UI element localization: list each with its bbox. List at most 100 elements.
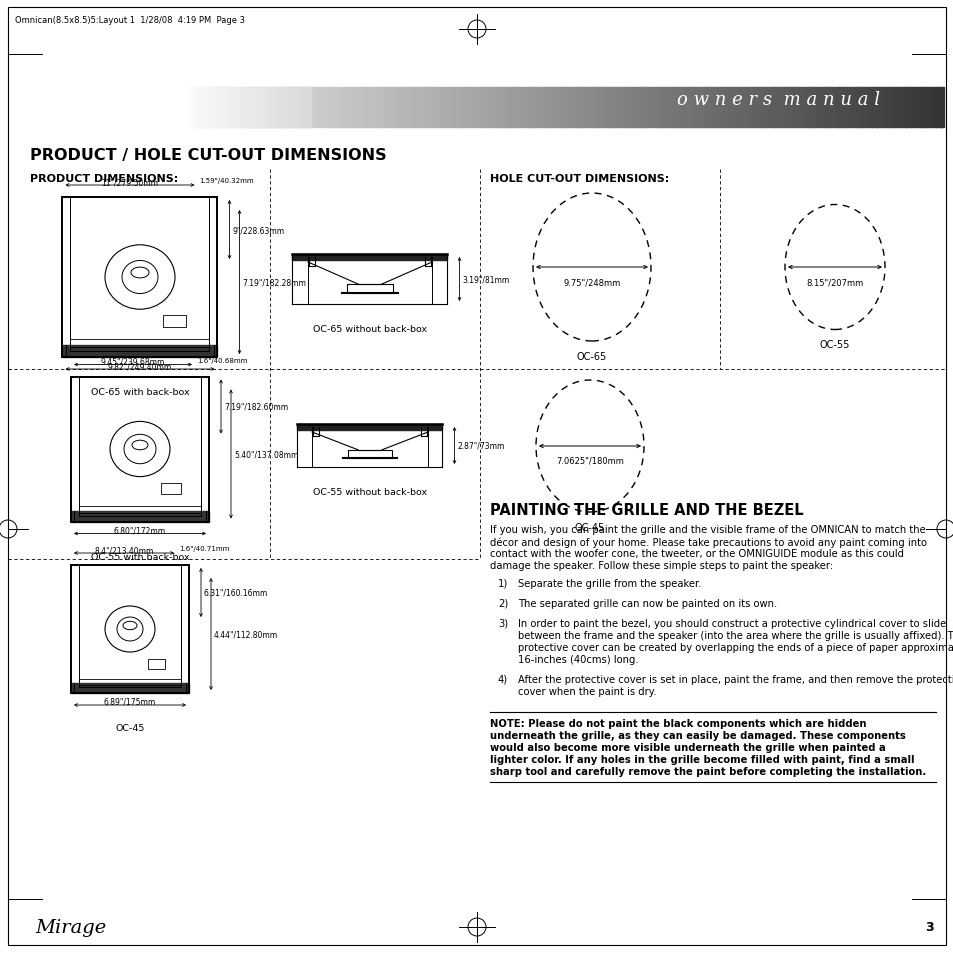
Text: The separated grille can now be painted on its own.: The separated grille can now be painted …	[517, 598, 777, 608]
Bar	[882, 88, 887, 128]
Bar	[299, 88, 303, 128]
Text: OC-45: OC-45	[575, 522, 604, 533]
Text: 11"/279.50mm: 11"/279.50mm	[101, 178, 158, 187]
Bar	[423, 88, 428, 128]
Bar	[533, 88, 537, 128]
Bar	[566, 88, 571, 128]
Bar	[404, 88, 409, 128]
Bar	[751, 88, 755, 128]
Bar	[928, 88, 932, 128]
Bar	[691, 88, 695, 128]
Text: 8.15"/207mm: 8.15"/207mm	[805, 277, 862, 287]
Bar	[857, 88, 861, 128]
Bar	[235, 88, 239, 128]
Bar	[197, 88, 202, 128]
Bar	[736, 88, 740, 128]
Text: 7.0625"/180mm: 7.0625"/180mm	[556, 456, 623, 465]
Bar	[875, 88, 880, 128]
Bar	[190, 88, 193, 128]
Bar	[244, 88, 248, 128]
Bar	[301, 88, 305, 128]
Bar	[740, 88, 744, 128]
Bar	[325, 88, 330, 128]
Bar	[363, 88, 367, 128]
Bar	[747, 88, 752, 128]
Bar	[495, 88, 499, 128]
Bar	[616, 88, 619, 128]
Bar	[834, 88, 838, 128]
Bar	[683, 88, 687, 128]
Bar	[348, 88, 353, 128]
Text: 3: 3	[924, 921, 933, 934]
Text: 1.59"/40.32mm: 1.59"/40.32mm	[199, 178, 253, 184]
Bar	[608, 88, 612, 128]
Bar	[229, 88, 233, 128]
Bar	[71, 198, 210, 352]
Bar	[940, 88, 943, 128]
Text: 9.82"/249.40mm: 9.82"/249.40mm	[108, 361, 172, 371]
Bar	[257, 88, 262, 128]
Bar	[303, 88, 307, 128]
Bar	[830, 88, 834, 128]
Bar	[271, 88, 274, 128]
Bar	[195, 88, 200, 128]
Bar	[304, 88, 308, 128]
Text: underneath the grille, as they can easily be damaged. These components: underneath the grille, as they can easil…	[490, 730, 904, 740]
Text: sharp tool and carefully remove the paint before completing the installation.: sharp tool and carefully remove the pain…	[490, 766, 925, 776]
Bar	[294, 88, 298, 128]
Bar	[250, 88, 254, 128]
Bar	[340, 88, 345, 128]
Bar	[932, 88, 936, 128]
Bar	[936, 88, 940, 128]
Bar	[292, 88, 295, 128]
Bar	[247, 88, 251, 128]
Bar	[160, 483, 181, 495]
Bar	[435, 88, 439, 128]
Bar	[479, 88, 484, 128]
Bar	[442, 88, 446, 128]
Bar	[288, 88, 292, 128]
Bar	[498, 88, 503, 128]
Bar	[461, 88, 465, 128]
Bar	[645, 88, 650, 128]
Bar	[921, 88, 924, 128]
Bar	[163, 315, 186, 327]
Bar	[450, 88, 454, 128]
Text: 4.44"/112.80mm: 4.44"/112.80mm	[213, 630, 278, 639]
Bar	[502, 88, 507, 128]
Bar	[593, 88, 597, 128]
Text: between the frame and the speaker (into the area where the grille is usually aff: between the frame and the speaker (into …	[517, 630, 953, 640]
Text: damage the speaker. Follow these simple steps to paint the speaker:: damage the speaker. Follow these simple …	[490, 560, 832, 571]
Bar	[261, 88, 266, 128]
Bar	[408, 88, 413, 128]
Bar	[71, 511, 209, 522]
Text: OC-55 with back-box: OC-55 with back-box	[91, 552, 189, 561]
Text: If you wish, you can paint the grille and the visible frame of the OMNICAN to ma: If you wish, you can paint the grille an…	[490, 524, 924, 535]
Bar	[397, 88, 401, 128]
Bar	[250, 88, 253, 128]
Bar	[473, 88, 476, 128]
Bar	[706, 88, 710, 128]
Bar	[514, 88, 517, 128]
Bar	[540, 88, 544, 128]
Bar	[905, 88, 909, 128]
Bar	[63, 198, 217, 357]
Text: OC-65: OC-65	[577, 352, 606, 361]
Bar	[717, 88, 721, 128]
Bar	[273, 88, 277, 128]
Bar	[822, 88, 827, 128]
Text: 7.19"/182.60mm: 7.19"/182.60mm	[224, 402, 288, 412]
Bar	[562, 88, 567, 128]
Bar	[457, 88, 461, 128]
Text: décor and design of your home. Please take precautions to avoid any paint coming: décor and design of your home. Please ta…	[490, 537, 926, 547]
Text: would also become more visible underneath the grille when painted a: would also become more visible underneat…	[490, 742, 884, 752]
Text: In order to paint the bezel, you should construct a protective cylindrical cover: In order to paint the bezel, you should …	[517, 618, 945, 628]
Bar	[378, 88, 382, 128]
Bar	[548, 88, 552, 128]
Bar	[660, 88, 665, 128]
Bar	[890, 88, 895, 128]
Bar	[552, 88, 556, 128]
Bar	[879, 88, 883, 128]
Text: 1.6"/40.71mm: 1.6"/40.71mm	[179, 545, 229, 552]
Bar	[510, 88, 515, 128]
